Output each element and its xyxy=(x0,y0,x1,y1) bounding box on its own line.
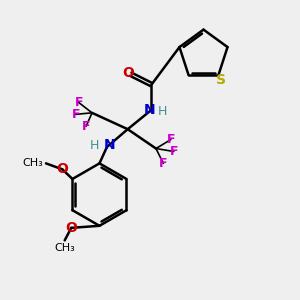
Text: S: S xyxy=(216,73,226,87)
Text: F: F xyxy=(71,108,80,121)
Text: F: F xyxy=(159,157,168,170)
Text: CH₃: CH₃ xyxy=(22,158,43,168)
Text: O: O xyxy=(65,221,77,235)
Text: F: F xyxy=(167,133,175,146)
Text: F: F xyxy=(169,145,178,158)
Text: O: O xyxy=(56,162,68,176)
Text: H: H xyxy=(90,139,99,152)
Text: CH₃: CH₃ xyxy=(54,243,75,253)
Text: N: N xyxy=(143,103,155,117)
Text: H: H xyxy=(158,105,167,118)
Text: F: F xyxy=(82,120,90,133)
Text: F: F xyxy=(74,96,83,109)
Text: N: N xyxy=(104,138,116,152)
Text: O: O xyxy=(122,66,134,80)
